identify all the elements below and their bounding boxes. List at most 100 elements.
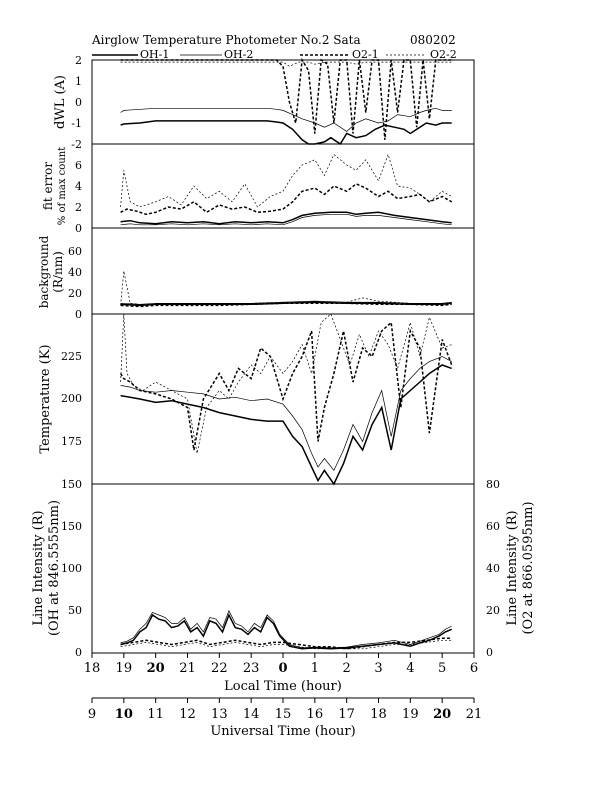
dwl-tick: 2 [75, 54, 82, 67]
li-ticks: 150 100 50 0 [61, 520, 82, 659]
temp-tick: 225 [61, 350, 82, 363]
ut-tick-label: 21 [466, 707, 483, 722]
li-ylabel-right: Line Intensity (R) [505, 510, 520, 625]
panel-li-frame [91, 483, 475, 654]
ut-tick-label: 12 [179, 707, 196, 722]
series-line-o2-1-panel-2 [120, 183, 453, 216]
local-tick-label: 22 [211, 661, 228, 676]
series-line-o2-2-panel-2 [120, 153, 452, 208]
temp-tick: 200 [61, 392, 82, 405]
li-right-tick: 0 [486, 646, 493, 659]
li-tick: 150 [61, 520, 82, 533]
series-line-o2-1-panel-5 [120, 637, 452, 650]
dwl-tick: -1 [71, 117, 82, 130]
ut-tick-label: 10 [115, 707, 133, 722]
local-tick-label: 21 [179, 661, 196, 676]
dwl-ticks: 2 1 0 -1 -2 [71, 54, 82, 151]
li-tick: 0 [75, 646, 82, 659]
li-ylabel-sub: (OH at 846.5555nm) [47, 500, 62, 636]
series-line-oh-2-panel-2 [120, 213, 452, 226]
panel-frames [91, 59, 475, 654]
chart-date: 080202 [410, 33, 456, 47]
panel-bg-frame [91, 227, 475, 315]
series-line-oh-1-panel-4 [120, 364, 452, 486]
chart-title: Airglow Temperature Photometer No.2 Sata [91, 33, 361, 47]
fit-ticks: 6 4 2 0 [75, 159, 82, 235]
ut-tick-label: 16 [307, 707, 324, 722]
local-tick-label: 18 [84, 661, 101, 676]
local-tick-label: 4 [406, 661, 414, 676]
dwl-tick: 1 [75, 75, 82, 88]
local-tick-label: 5 [438, 661, 446, 676]
ut-tick-label: 18 [370, 707, 387, 722]
legend-label-oh1: OH-1 [140, 48, 169, 61]
bg-ticks: 60 40 20 0 [68, 245, 82, 321]
li-right-tick: 80 [486, 478, 500, 491]
universal-time-axis: 9 10 11 12 13 14 15 16 17 18 19 20 21 Universal Time… [88, 697, 483, 739]
temp-tick: 175 [61, 435, 82, 448]
legend-label-o22: O2-2 [430, 48, 457, 61]
series-line-o2-2-panel-4 [120, 313, 452, 454]
li-ylabel-right-sub: (O2 at 866.0595nm) [521, 501, 536, 634]
dwl-tick: 0 [75, 96, 82, 109]
dwl-tick: -2 [71, 138, 82, 151]
series-line-oh-1-panel-5 [120, 613, 452, 650]
fit-tick: 2 [75, 201, 82, 214]
fit-tick: 0 [75, 222, 82, 235]
bg-tick: 20 [68, 287, 82, 300]
panel-dwl-frame [91, 59, 475, 145]
series-line-o2-1-panel-3 [120, 302, 452, 308]
fit-tick: 6 [75, 159, 82, 172]
ut-tick-label: 19 [402, 707, 419, 722]
bg-tick: 0 [75, 308, 82, 321]
ut-tick-label: 17 [338, 707, 355, 722]
li-tick: 100 [61, 562, 82, 575]
temp-tick: 150 [61, 478, 82, 491]
series-line-o2-2-panel-5 [120, 639, 452, 650]
local-tick-label: 2 [343, 661, 351, 676]
series-line-o2-1-panel-1 [120, 57, 452, 140]
bg-ylabel-sub: (R/nm) [51, 251, 65, 293]
dwl-ylabel: dWL (A) [53, 75, 68, 129]
series-line-oh-2-panel-4 [120, 356, 452, 472]
local-tick-label: 3 [374, 661, 382, 676]
series-line-oh-2-panel-5 [120, 609, 452, 649]
universal-axis-label: Universal Time (hour) [210, 724, 355, 739]
series-line-oh-1-panel-2 [120, 211, 452, 225]
panel-fit-frame [91, 143, 475, 229]
series-line-oh-1-panel-1 [120, 120, 452, 146]
series-line-o2-1-panel-4 [119, 320, 453, 451]
local-tick-label: 20 [147, 661, 165, 676]
li-right-ticks: 80 60 40 20 0 [486, 478, 500, 659]
fit-ylabel-sub: % of max count [57, 147, 68, 225]
series-line-o2-2-panel-3 [120, 270, 452, 306]
bg-tick: 60 [68, 245, 82, 258]
ut-tick-label: 11 [147, 707, 164, 722]
li-tick: 50 [68, 604, 82, 617]
fit-tick: 4 [75, 180, 82, 193]
series-line-oh-2-panel-1 [120, 107, 452, 132]
temp-ticks: 225 200 175 150 [61, 350, 82, 491]
li-ylabel: Line Intensity (R) [31, 510, 46, 625]
local-time-axis: 18 19 20 21 22 23 0 1 2 3 4 5 6 Local Time (hour) [84, 652, 478, 694]
ut-tick-label: 20 [433, 707, 451, 722]
li-right-tick: 40 [486, 562, 500, 575]
local-axis-label: Local Time (hour) [224, 679, 342, 694]
temp-ylabel: Temperature (K) [38, 344, 53, 453]
ut-tick-label: 15 [275, 707, 292, 722]
local-tick-label: 19 [116, 661, 133, 676]
series-line-o2-2-panel-1 [120, 61, 452, 67]
series-layer [119, 57, 453, 650]
bg-tick: 40 [68, 266, 82, 279]
legend-label-o21: O2-1 [352, 48, 379, 61]
local-tick-label: 0 [278, 661, 287, 676]
fit-ylabel: fit error [41, 162, 55, 210]
bg-ylabel: background [37, 235, 51, 308]
ut-tick-label: 13 [211, 707, 228, 722]
li-right-tick: 60 [486, 520, 500, 533]
local-tick-label: 6 [470, 661, 478, 676]
local-tick-label: 1 [311, 661, 319, 676]
legend: OH-1 OH-2 O2-1 O2-2 [92, 48, 457, 61]
local-tick-label: 23 [243, 661, 260, 676]
